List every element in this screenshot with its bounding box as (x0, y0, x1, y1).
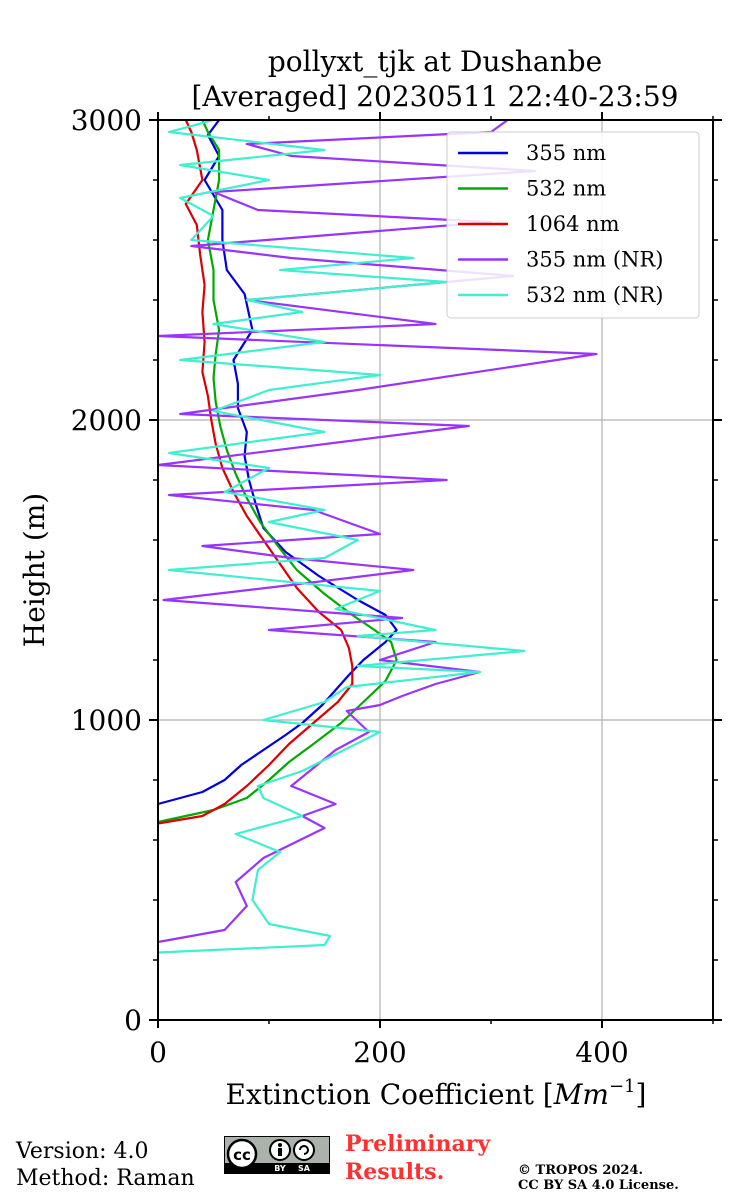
series-line-355-nm-nr (156, 119, 598, 944)
y-tick-label: 1000 (71, 704, 142, 737)
version-method-text: Version: 4.0 Method: Raman (16, 1138, 195, 1192)
y-tick-label: 0 (124, 1004, 142, 1037)
svg-text:SA: SA (298, 1164, 311, 1173)
sa-icon (293, 1139, 315, 1161)
x-tick-label: 0 (149, 1036, 167, 1069)
x-tick-label: 400 (575, 1036, 628, 1069)
series-line-532-nm-nr (157, 118, 526, 954)
legend-label: 1064 nm (526, 212, 620, 236)
legend-label: 532 nm (526, 177, 606, 201)
svg-text:BY: BY (274, 1164, 286, 1173)
legend: 355 nm 532 nm 1064 nm 355 nm (NR) 532 nm (NR… (446, 131, 700, 319)
series-line-355-nm (157, 119, 398, 806)
series-line-532-nm (157, 119, 398, 824)
copyright-notice: © TROPOS 2024. CC BY SA 4.0 License. (518, 1163, 679, 1193)
x-axis-label: Extinction Coefficient [Mm−1] (226, 1076, 647, 1111)
legend-label: 532 nm (NR) (526, 283, 663, 307)
legend-label: 355 nm (NR) (526, 248, 663, 272)
method-label: Method: Raman (16, 1166, 195, 1191)
plot-frame (157, 119, 714, 1021)
legend-box (446, 131, 700, 319)
series-layer (156, 118, 598, 954)
x-tick-label: 200 (353, 1036, 406, 1069)
y-tick-label: 2000 (71, 404, 142, 437)
legend-label: 355 nm (526, 141, 606, 165)
cc-logo-text: cc (233, 1146, 251, 1164)
preliminary-results-notice: Preliminary Results. (345, 1131, 491, 1185)
axis-ticks: 0 200 400 0 1000 2000 3000 (71, 104, 722, 1069)
chart-title-line-2: [Averaged] 20230511 22:40-23:59 (192, 80, 679, 113)
y-axis-label: Height (m) (18, 493, 51, 647)
version-label: Version: 4.0 (16, 1139, 149, 1164)
cc-by-sa-badge: cc BY SA (224, 1136, 330, 1174)
y-tick-label: 3000 (71, 104, 142, 137)
chart-title-line-1: pollyxt_tjk at Dushanbe (268, 45, 602, 78)
extinction-chart: pollyxt_tjk at Dushanbe [Averaged] 20230… (18, 45, 722, 1111)
series-line-1064-nm (157, 119, 354, 825)
